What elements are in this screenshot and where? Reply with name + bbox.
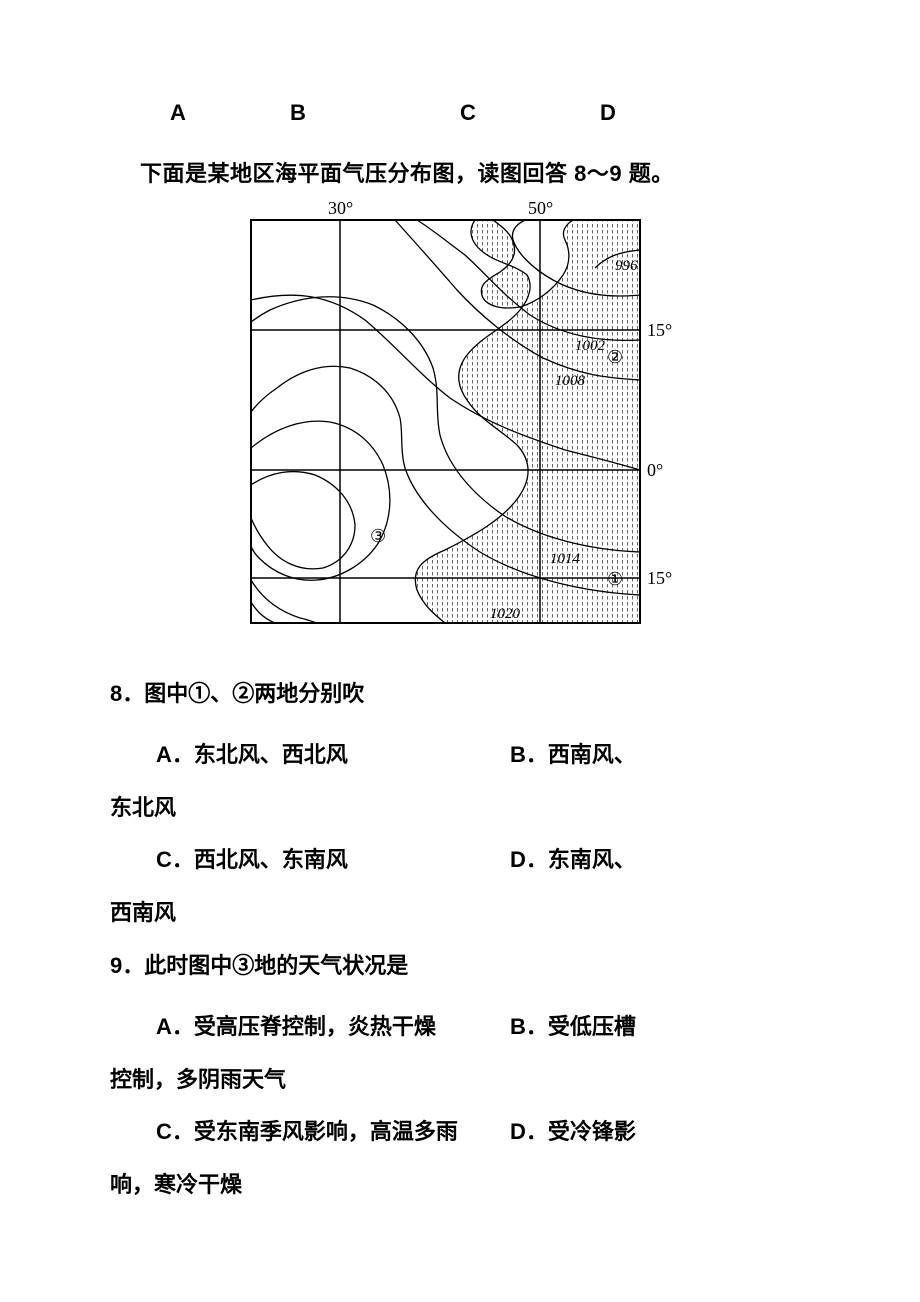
- intro-text: 下面是某地区海平面气压分布图，读图回答 8～9 题。: [110, 156, 810, 188]
- q8-stem: 8．图中①、②两地分别吹: [110, 668, 810, 721]
- latitude-labels: 15° 0° 15°: [647, 320, 672, 588]
- svg-text:1008: 1008: [555, 373, 586, 389]
- q8-option-c: C．西北风、东南风: [110, 834, 510, 887]
- q9-option-d: D．受冷锋影: [510, 1106, 810, 1159]
- pressure-map: 30° 50° 15° 0° 15° 996 1002 1008 1014 1020 ① ② ③: [245, 200, 675, 640]
- svg-text:1002: 1002: [575, 338, 606, 354]
- map-svg: 30° 50° 15° 0° 15° 996 1002 1008 1014 1020 ① ② ③: [245, 200, 675, 635]
- svg-text:15°: 15°: [647, 320, 672, 340]
- q9-option-b-wrap: 控制，多阴雨天气: [110, 1054, 810, 1107]
- svg-text:③: ③: [370, 526, 386, 546]
- svg-text:50°: 50°: [528, 200, 553, 218]
- q9-options: A．受高压脊控制，炎热干燥 B．受低压槽 控制，多阴雨天气 C．受东南季风影响，…: [110, 1001, 810, 1212]
- figure-container: 30° 50° 15° 0° 15° 996 1002 1008 1014 1020 ① ② ③: [110, 200, 810, 640]
- option-b-label: B: [290, 100, 460, 126]
- q8-option-b: B．西南风、: [510, 729, 810, 782]
- svg-text:996: 996: [615, 258, 638, 274]
- q8-option-a: A．东北风、西北风: [110, 729, 510, 782]
- option-c-label: C: [460, 100, 600, 126]
- q9-option-a: A．受高压脊控制，炎热干燥: [110, 1001, 510, 1054]
- q9-option-d-wrap: 响，寒冷干燥: [110, 1159, 810, 1212]
- option-d-label: D: [600, 100, 616, 126]
- q8-option-d: D．东南风、: [510, 834, 810, 887]
- q8-option-d-wrap: 西南风: [110, 887, 810, 940]
- q8-options: A．东北风、西北风 B．西南风、 东北风 C．西北风、东南风 D．东南风、 西南…: [110, 729, 810, 940]
- svg-text:0°: 0°: [647, 460, 663, 480]
- svg-text:①: ①: [607, 569, 623, 589]
- svg-text:1014: 1014: [550, 551, 581, 567]
- svg-text:②: ②: [607, 347, 623, 367]
- longitude-labels: 30° 50°: [328, 200, 553, 218]
- q8-option-b-wrap: 东北风: [110, 782, 810, 835]
- svg-text:1020: 1020: [490, 606, 521, 622]
- q9-stem: 9．此时图中③地的天气状况是: [110, 940, 810, 993]
- svg-text:15°: 15°: [647, 568, 672, 588]
- q9-option-c: C．受东南季风影响，高温多雨: [110, 1106, 510, 1159]
- top-option-row: A B C D: [110, 100, 810, 126]
- option-a-label: A: [170, 100, 290, 126]
- q9-option-b: B．受低压槽: [510, 1001, 810, 1054]
- svg-text:30°: 30°: [328, 200, 353, 218]
